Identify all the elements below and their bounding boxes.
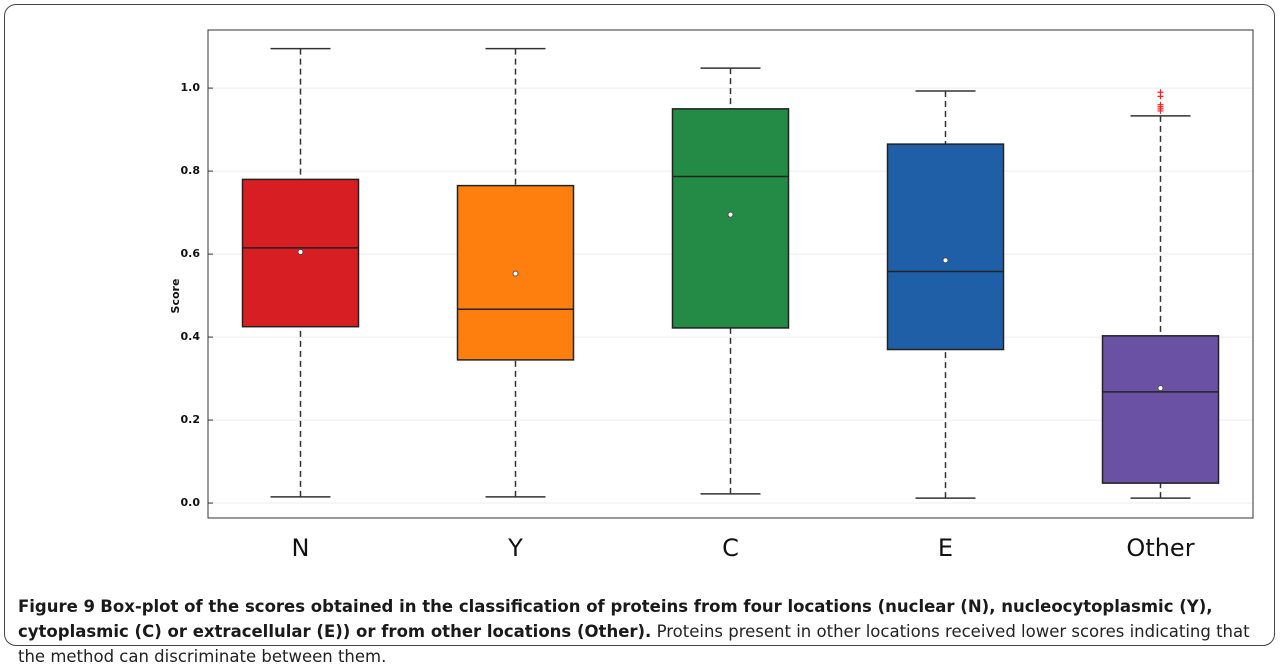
mean-marker [727, 211, 734, 218]
x-tick-label: C [722, 534, 739, 562]
x-tick-label: Other [1126, 534, 1194, 562]
page: Score 0.0 0.2 0.4 0.6 0.8 1.0 N Y C E Other Figure… [4, 4, 1275, 666]
caption: Figure 9 Box-plot of the scores obtained… [18, 594, 1268, 669]
x-tick-label: E [938, 534, 953, 562]
x-tick-label: Y [507, 534, 523, 562]
outlier [1157, 101, 1164, 108]
y-tick-label: 1.0 [181, 81, 201, 94]
box [671, 108, 790, 329]
box [886, 143, 1005, 351]
y-tick-label: 0.0 [181, 496, 201, 509]
y-tick-label: 0.2 [181, 413, 201, 426]
y-tick-label: 0.8 [181, 164, 201, 177]
caption-title: Box-plot of the scores obtained in the c… [18, 597, 1213, 641]
outlier [1157, 89, 1164, 96]
y-tick-label: 0.6 [181, 247, 201, 260]
figure-frame [4, 4, 1275, 646]
caption-label: Figure 9 [18, 597, 96, 616]
x-tick-label: N [292, 534, 310, 562]
box [1101, 335, 1220, 484]
mean-marker [942, 257, 949, 264]
y-axis-label: Score [169, 279, 182, 314]
y-tick-label: 0.4 [181, 330, 201, 343]
mean-marker [512, 270, 519, 277]
mean-marker [1157, 385, 1164, 392]
mean-marker [297, 249, 304, 255]
chart: Score 0.0 0.2 0.4 0.6 0.8 1.0 N Y C E Other [169, 29, 1254, 562]
plot-frame [207, 29, 1254, 519]
